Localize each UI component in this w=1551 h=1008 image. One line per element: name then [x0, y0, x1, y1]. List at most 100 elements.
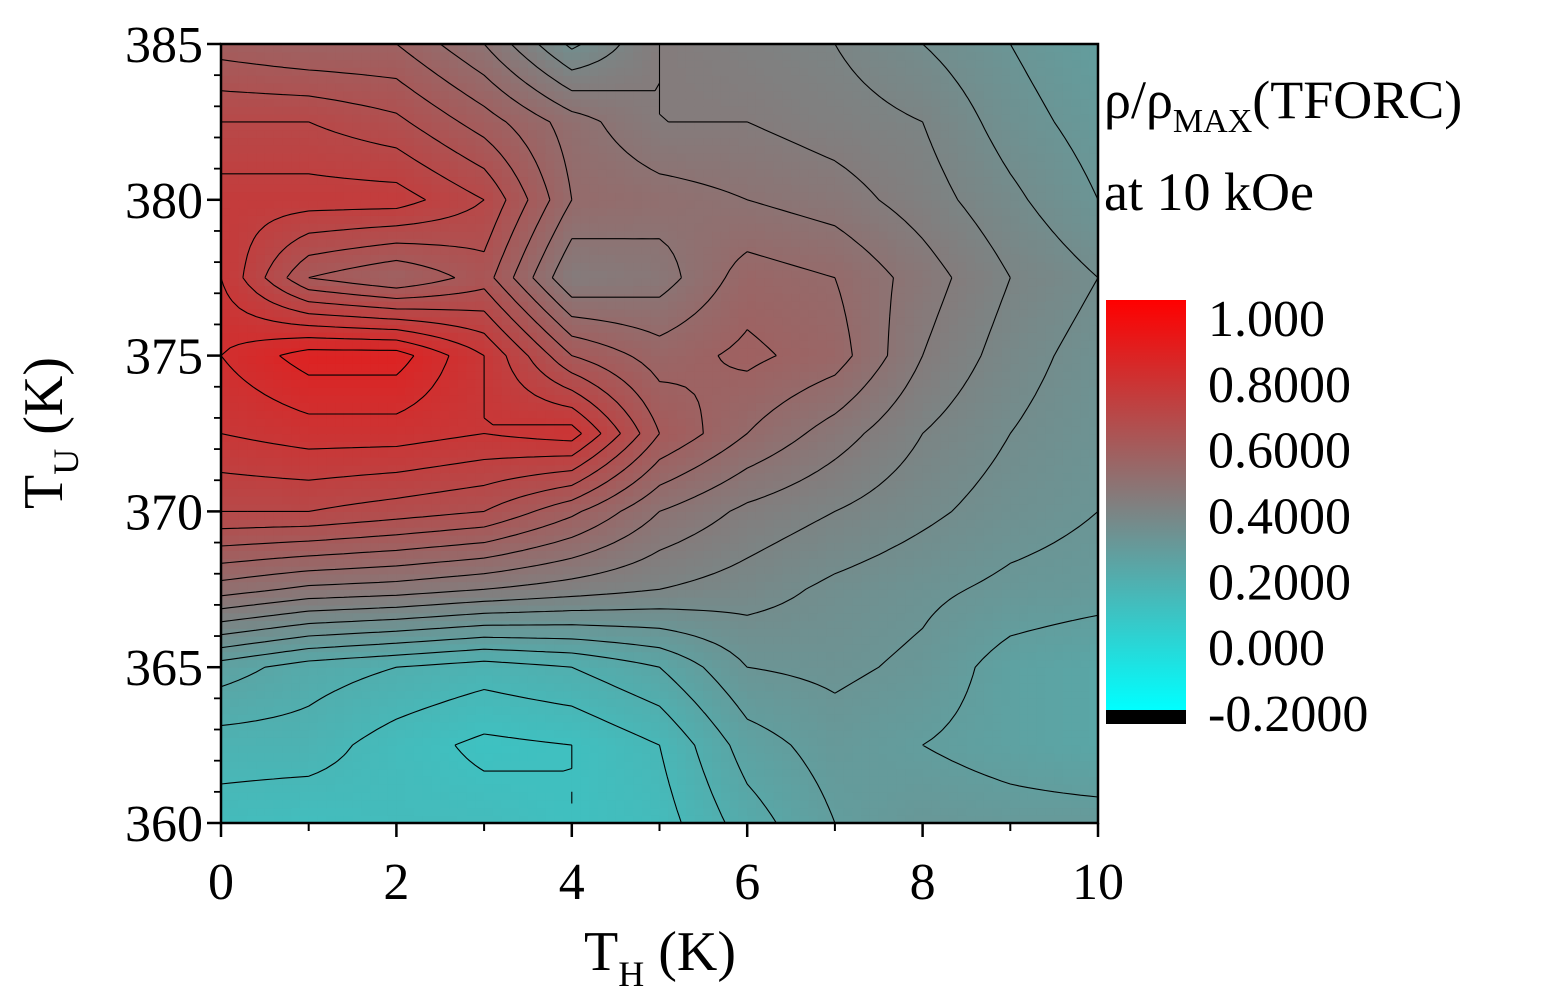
heat-cell: [764, 651, 775, 661]
heat-cell: [826, 526, 836, 536]
heat-cell: [729, 534, 740, 544]
heat-cell: [431, 706, 441, 715]
heat-cell: [861, 503, 871, 512]
heat-cell: [817, 636, 827, 645]
heat-cell: [729, 628, 740, 637]
heat-cell: [861, 526, 871, 536]
heat-cell: [1071, 737, 1082, 746]
heat-cell: [720, 519, 731, 528]
heat-cell: [1045, 760, 1055, 770]
heat-cell: [466, 682, 476, 692]
heat-cell: [791, 449, 801, 458]
heat-cell: [957, 815, 968, 823]
heat-cell: [983, 636, 994, 645]
heat-cell: [387, 784, 397, 793]
heat-cell: [940, 464, 950, 474]
heat-cell: [852, 791, 862, 801]
heat-cell: [440, 721, 450, 731]
heat-cell: [536, 776, 547, 785]
heat-cell: [773, 558, 783, 567]
heat-cell: [905, 768, 915, 777]
heat-cell: [247, 589, 257, 598]
heat-cell: [449, 791, 459, 801]
heat-cell: [1010, 760, 1020, 770]
heat-cell: [633, 752, 643, 762]
heat-cell: [677, 503, 687, 512]
heat-cell: [229, 776, 240, 785]
heat-cell: [808, 589, 818, 598]
heat-cell: [247, 550, 257, 559]
heat-cell: [799, 472, 810, 481]
heat-cell: [431, 737, 441, 746]
heat-cell: [966, 464, 976, 474]
heat-cell: [677, 612, 687, 622]
heat-cell: [554, 674, 564, 684]
heat-cell: [773, 698, 783, 707]
heat-cell: [352, 433, 362, 442]
heat-cell: [291, 472, 301, 481]
heat-cell: [554, 815, 564, 823]
heat-cell: [352, 495, 362, 505]
heat-cell: [606, 519, 617, 528]
heat-cell: [913, 573, 924, 583]
heat-cell: [966, 620, 976, 629]
heat-cell: [773, 589, 783, 598]
heat-cell: [975, 511, 985, 520]
heat-cell: [501, 799, 512, 809]
heat-cell: [633, 628, 643, 637]
heat-cell: [247, 721, 257, 731]
heat-cell: [1045, 784, 1055, 793]
heat-cell: [1062, 620, 1073, 629]
heat-cell: [229, 472, 240, 481]
heat-cell: [843, 776, 854, 785]
heat-cell: [957, 472, 968, 481]
heat-cell: [641, 542, 652, 551]
heat-cell: [291, 604, 301, 614]
heat-cell: [799, 737, 810, 746]
heat-cell: [273, 441, 283, 450]
heat-cell: [589, 729, 599, 738]
heat-cell: [887, 612, 897, 622]
heat-cell: [352, 768, 362, 777]
heat-cell: [1062, 581, 1073, 590]
heat-cell: [913, 745, 924, 754]
heat-cell: [273, 737, 283, 746]
heat-cell: [913, 706, 924, 715]
heat-cell: [957, 449, 968, 458]
heat-cell: [545, 503, 555, 512]
heat-cell: [527, 441, 538, 450]
heat-cell: [896, 713, 906, 723]
heat-cell: [913, 659, 924, 668]
heat-cell: [361, 565, 371, 575]
heat-cell: [966, 636, 976, 645]
heat-cell: [352, 784, 362, 793]
heat-cell: [799, 651, 810, 661]
heat-cell: [685, 698, 696, 707]
heat-cell: [641, 511, 652, 520]
heat-cell: [405, 511, 415, 520]
heat-cell: [843, 745, 854, 754]
heat-cell: [826, 612, 836, 622]
heat-cell: [1045, 776, 1055, 785]
heat-cell: [913, 713, 924, 723]
heat-cell: [422, 488, 433, 497]
heat-cell: [755, 565, 766, 575]
heat-cell: [1045, 488, 1055, 497]
heat-cell: [1036, 628, 1046, 637]
heat-cell: [1036, 488, 1046, 497]
heat-cell: [983, 791, 994, 801]
heat-cell: [791, 674, 801, 684]
heat-cell: [1045, 573, 1055, 583]
heat-cell: [834, 636, 845, 645]
heat-cell: [273, 643, 283, 653]
heat-cell: [650, 526, 661, 536]
heat-cell: [852, 542, 862, 551]
heat-cell: [747, 799, 757, 809]
heat-cell: [878, 706, 889, 715]
heat-cell: [843, 713, 854, 723]
heat-cell: [484, 737, 494, 746]
heat-cell: [712, 526, 722, 536]
heat-cell: [992, 698, 1003, 707]
heat-cell: [510, 597, 520, 606]
heat-cell: [1071, 745, 1082, 754]
